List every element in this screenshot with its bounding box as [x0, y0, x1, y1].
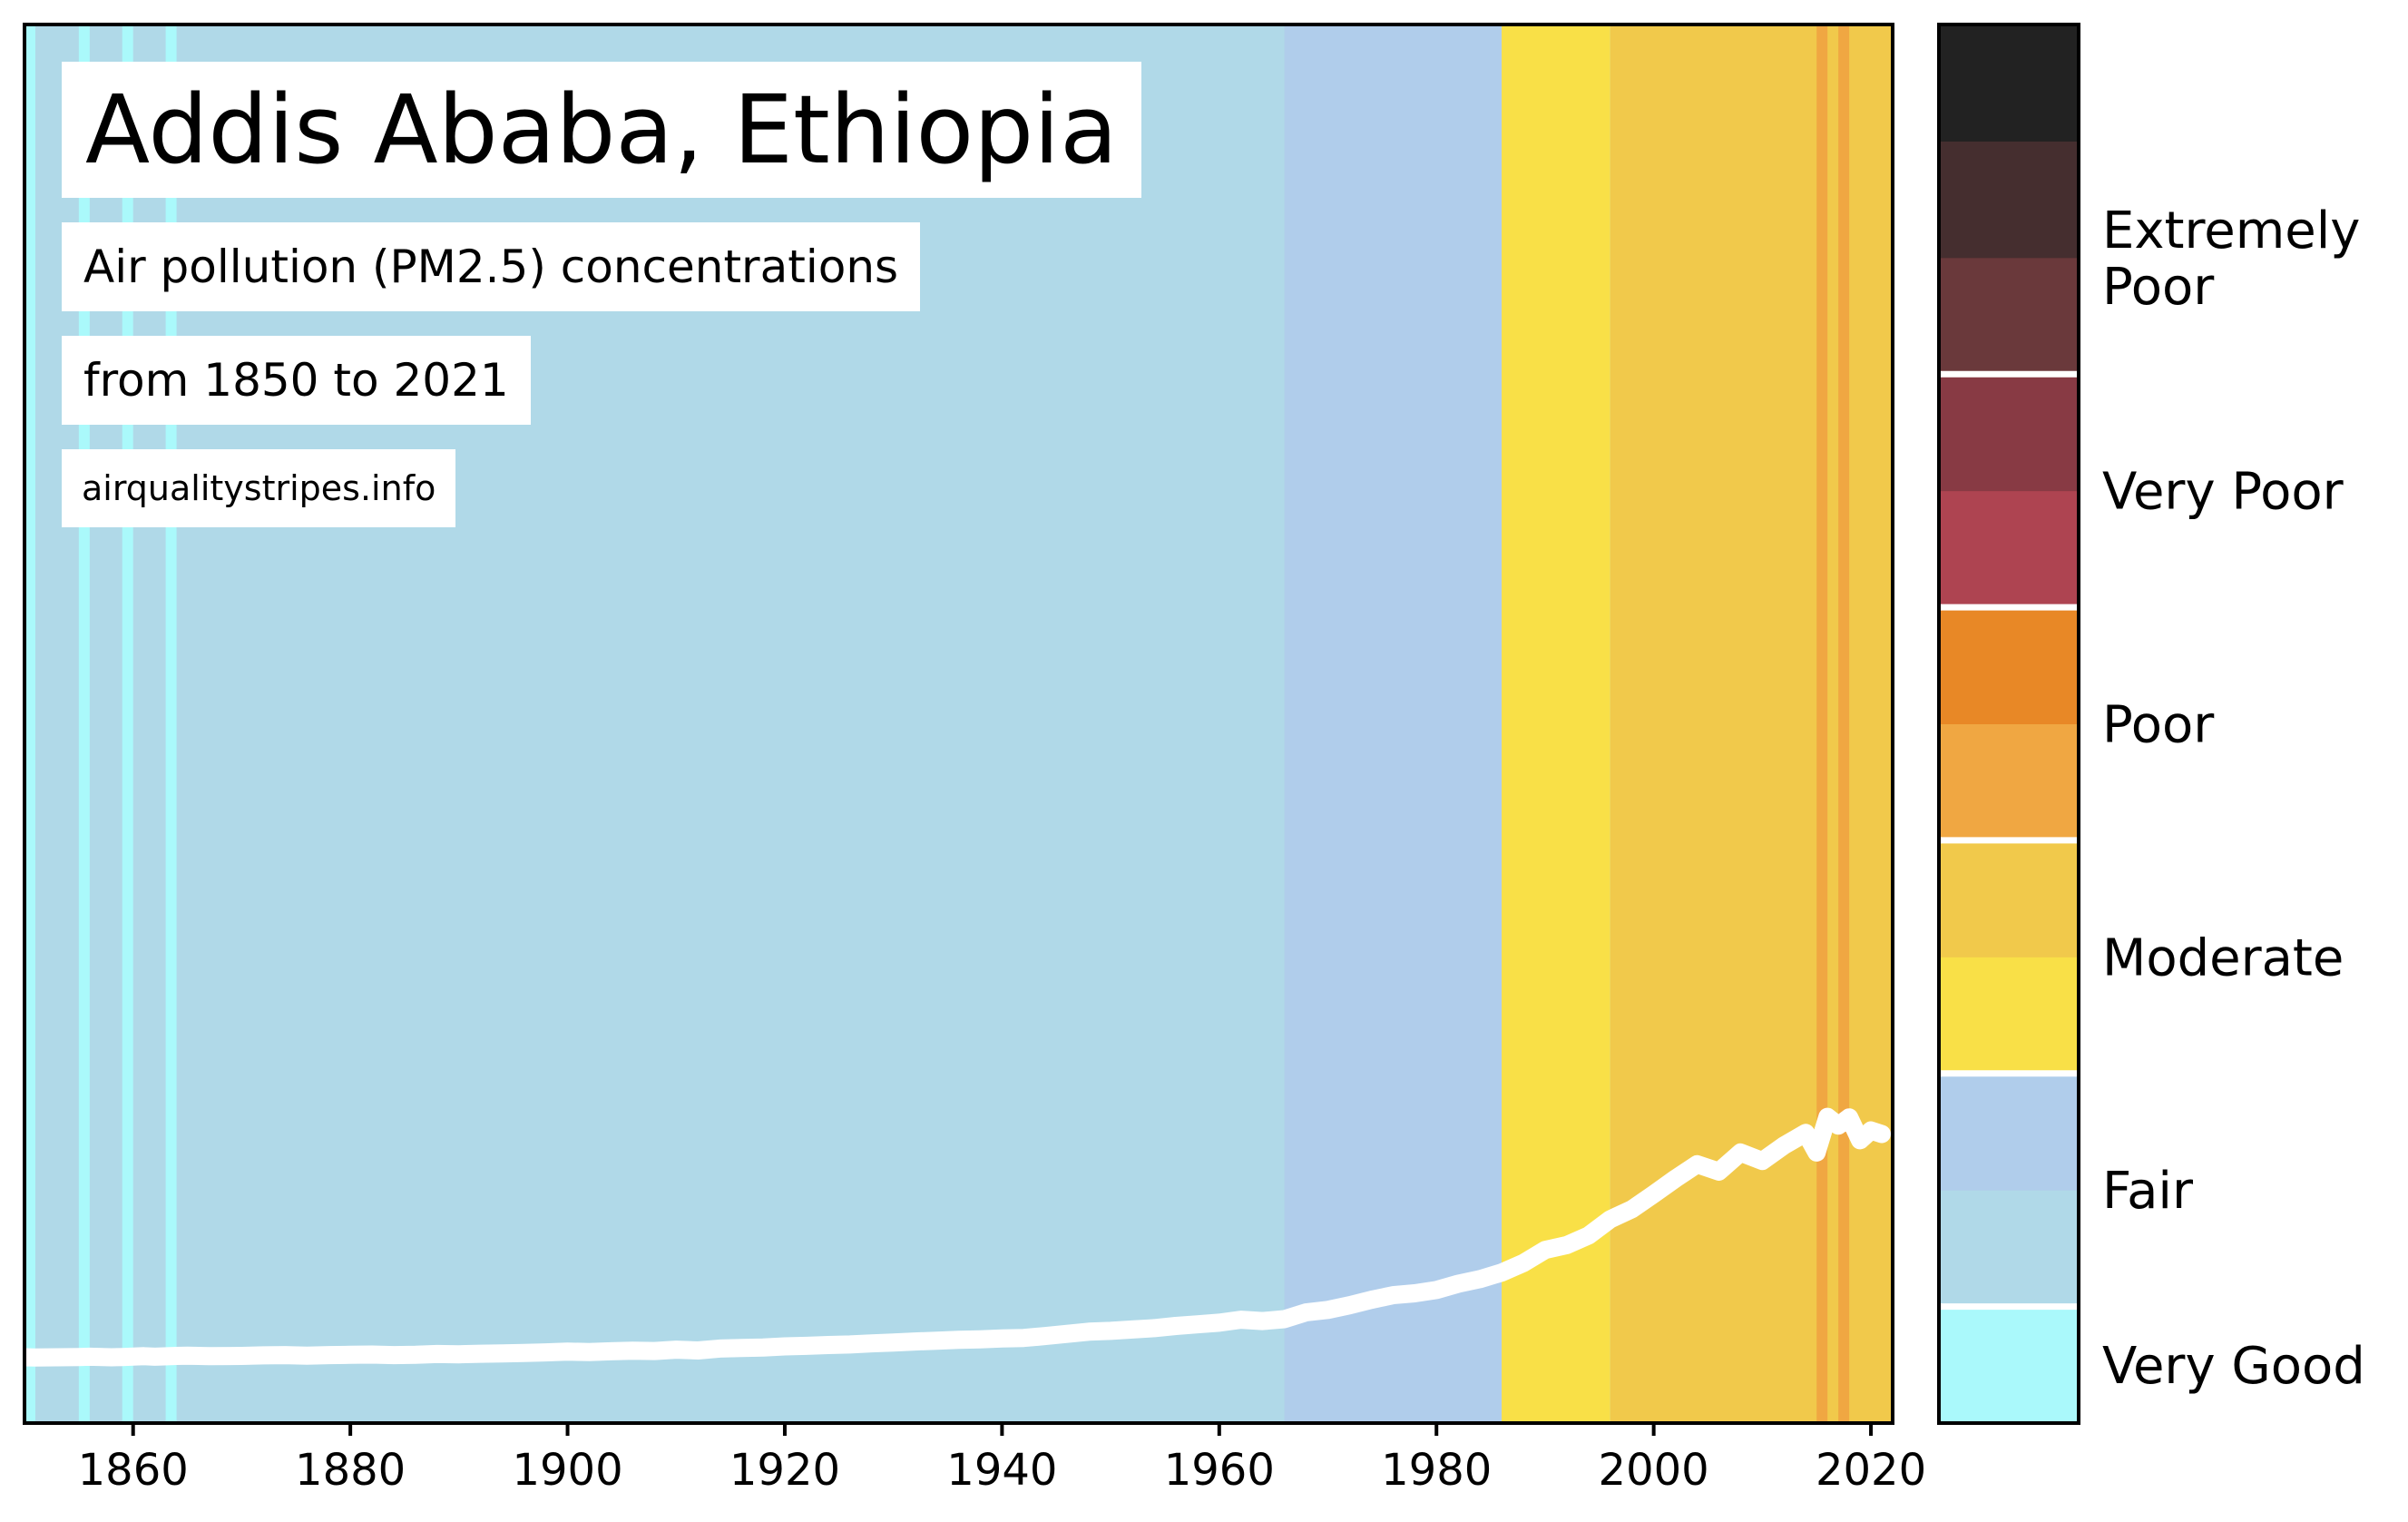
stripe-7 — [1610, 25, 1893, 1423]
x-tick-label-1980: 1980 — [1381, 1445, 1492, 1496]
colorbar-segment-1 — [1939, 1190, 2079, 1308]
x-tick-label-1860: 1860 — [78, 1445, 189, 1496]
pm25-trend-line — [15, 1107, 1891, 1367]
colorbar-frame — [1937, 23, 2080, 1425]
colorbar — [1939, 25, 2079, 1424]
stripe-4 — [165, 25, 177, 1423]
stripe-3 — [122, 25, 133, 1423]
stripe-5 — [1284, 25, 1503, 1423]
chart-title: Addis Ababa, Ethiopia — [62, 62, 1141, 198]
colorbar-label-3: Poor — [2102, 696, 2215, 755]
stripe-1 — [24, 25, 35, 1423]
colorbar-label-1: Fair — [2102, 1162, 2194, 1221]
colorbar-labels: Very Good Fair Moderate Poor Very Poor Extrem… — [2102, 201, 2365, 1396]
colorbar-label-5: Extremely Poor — [2102, 201, 2360, 317]
colorbar-segment-6 — [1939, 607, 2079, 724]
plot-frame — [23, 23, 1894, 1425]
colorbar-segment-10 — [1939, 141, 2079, 259]
stripe-2 — [78, 25, 90, 1423]
colorbar-segment-9 — [1939, 257, 2079, 375]
x-tick-label-1960: 1960 — [1164, 1445, 1275, 1496]
chart-subtitle-line-1: Air pollution (PM2.5) concentrations — [62, 222, 921, 311]
x-tick-label-1880: 1880 — [295, 1445, 406, 1496]
colorbar-segment-0 — [1939, 1306, 2079, 1424]
stripe-8 — [1816, 25, 1828, 1423]
colorbar-segment-3 — [1939, 957, 2079, 1075]
colorbar-label-4: Very Poor — [2102, 463, 2344, 522]
colorbar-segment-2 — [1939, 1073, 2079, 1191]
colorbar-segment-7 — [1939, 490, 2079, 608]
x-tick-label-1920: 1920 — [729, 1445, 840, 1496]
colorbar-segment-5 — [1939, 723, 2079, 841]
x-tick-label-2020: 2020 — [1816, 1445, 1926, 1496]
colorbar-segment-4 — [1939, 840, 2079, 957]
chart-subtitle-line-2: from 1850 to 2021 — [62, 336, 531, 425]
colorbar-segment-11 — [1939, 25, 2079, 142]
source-credit: airqualitystripes.info — [62, 449, 456, 527]
x-axis: 1860 1880 1900 1920 1940 1960 1980 2000 2020 — [78, 1423, 1926, 1496]
colorbar-segment-8 — [1939, 374, 2079, 492]
colorbar-label-0: Very Good — [2102, 1337, 2365, 1396]
x-tick-label-1900: 1900 — [512, 1445, 622, 1496]
stripe-9 — [1838, 25, 1850, 1423]
stripe-6 — [1502, 25, 1610, 1423]
x-tick-label-1940: 1940 — [946, 1445, 1057, 1496]
x-tick-label-2000: 2000 — [1599, 1445, 1709, 1496]
colorbar-label-2: Moderate — [2102, 928, 2344, 987]
